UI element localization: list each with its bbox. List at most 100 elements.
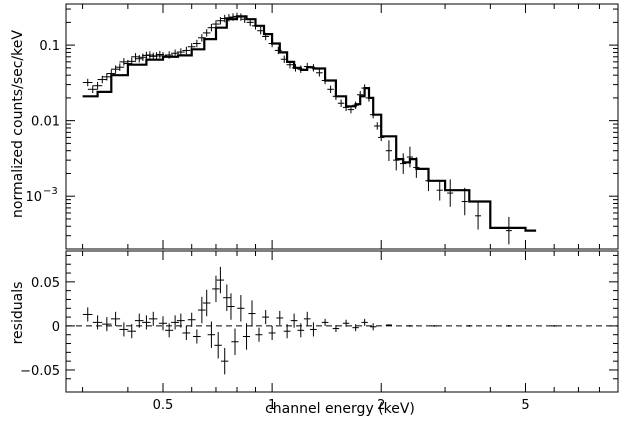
residual-point (223, 284, 231, 311)
spectrum-data-point (115, 63, 125, 71)
residual-point (202, 289, 211, 317)
spectrum-frame (65, 3, 619, 250)
spectrum-data-point (262, 32, 270, 41)
y-tick-label: 10 (25, 190, 42, 205)
model-step-line (82, 15, 537, 232)
residual-point (369, 323, 377, 331)
x-tick-label: 0.5 (153, 398, 174, 413)
spectrum-data-point (229, 13, 237, 21)
residuals-panel: 0.5 1 2 5 0.05 0 −0.05 (20, 250, 619, 413)
spectrum-data-point (145, 51, 155, 59)
spectrum-data-point (406, 146, 413, 168)
spectrum-data-point (187, 43, 196, 51)
residual-point (149, 311, 158, 326)
spectrum-data-point (342, 103, 350, 112)
residual-point (283, 324, 291, 339)
residual-point (255, 327, 263, 342)
x-tick-label: 1 (268, 398, 276, 413)
residual-point (165, 323, 174, 338)
residual-point (192, 329, 201, 344)
residuals-frame (65, 250, 619, 393)
spectrum-data-point (374, 122, 381, 130)
residual-point (197, 296, 206, 324)
residual-point (276, 310, 284, 326)
spectrum-data-point (369, 110, 377, 119)
residual-point (212, 275, 220, 303)
residual-point (182, 325, 191, 341)
residual-point (102, 317, 112, 332)
spectrum-data-point (303, 62, 311, 71)
spectrum-data-point (158, 52, 168, 60)
spectrum-y-axis-label: normalized counts/sec/keV (10, 30, 26, 218)
y-tick-label: 0.05 (31, 276, 60, 291)
spectrum-data-point (347, 105, 355, 114)
residual-point (227, 293, 235, 320)
residuals-y-axis-label: residuals (10, 282, 26, 345)
spectrum-data-point (119, 58, 129, 66)
spectrum-data-point (110, 65, 121, 73)
residual-point (92, 315, 103, 330)
residual-point (231, 328, 239, 355)
spectrum-data-point (176, 48, 185, 56)
spectrum-data-point (106, 69, 116, 78)
spectrum-data-point (352, 101, 359, 109)
residual-point (297, 323, 305, 338)
spectrum-data-point (165, 51, 174, 59)
spectrum-data-point (280, 55, 288, 63)
spectrum-data-point (505, 216, 512, 245)
residual-point (321, 318, 329, 326)
spectrum-data-point (102, 73, 112, 81)
spectrum-data-point (268, 39, 276, 48)
spectrum-data-point (251, 22, 260, 30)
y-tick-label: 0.1 (39, 39, 60, 54)
spectrum-data-point (274, 46, 282, 55)
spectrum-data-point (297, 65, 305, 73)
residual-point (303, 311, 311, 326)
spectrum-data-point (337, 99, 345, 107)
residual-point (216, 266, 225, 294)
spectrum-panel: 0.1 0.01 10 −3 (25, 3, 619, 250)
spectrum-data-point (461, 187, 468, 216)
y-tick-exponent: −3 (43, 186, 58, 197)
spectrum-data-point (475, 202, 482, 230)
residual-point (220, 347, 229, 375)
spectrum-data-point (257, 27, 265, 35)
residual-point (134, 313, 144, 328)
spectrum-data-point (138, 53, 148, 61)
spectrum-data-point (220, 14, 229, 23)
residual-point (142, 315, 151, 330)
spectrum-data-point (171, 49, 180, 57)
spectrum-data-point (292, 64, 299, 72)
spectrum-data-point (361, 84, 368, 92)
spectrum-data-point (400, 153, 407, 174)
spectrum-data-point (233, 12, 241, 21)
spectrum-data-point (134, 55, 144, 63)
x-tick-label: 5 (521, 398, 529, 413)
spectrum-data-point (321, 76, 329, 85)
residual-point (119, 322, 129, 337)
spectrum-data-point (216, 17, 225, 25)
residual-point (551, 325, 558, 327)
spectrum-data-point (207, 23, 216, 32)
spectrum-data-point (197, 34, 206, 42)
x-axis-label: channel energy (keV) (265, 401, 415, 417)
residual-point (505, 325, 512, 327)
residual-point (171, 315, 180, 330)
spectrum-data-point (436, 179, 443, 201)
spectrum-data-point (378, 133, 385, 142)
spectrum-data-point (131, 53, 140, 61)
spectrum-data-point (246, 18, 254, 27)
spectrum-data-point (425, 170, 432, 192)
spectrum-data-point (447, 179, 454, 207)
x-tick-label: 2 (377, 398, 385, 413)
residual-point (268, 325, 276, 341)
residual-point (290, 313, 298, 328)
spectrum-data-point (385, 140, 393, 162)
residual-point (385, 324, 393, 326)
spectrum-data-point (241, 15, 249, 23)
residual-point (406, 325, 413, 327)
spectrum-data-point (225, 14, 233, 22)
residual-point (431, 325, 438, 327)
spectrum-data-point (92, 81, 103, 90)
residual-point (342, 319, 350, 327)
